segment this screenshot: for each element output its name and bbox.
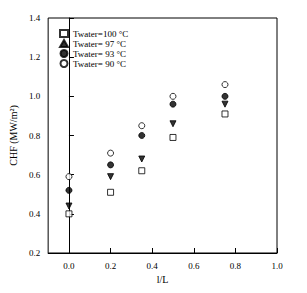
svg-text:CHF (MW/m²): CHF (MW/m²) bbox=[8, 105, 20, 166]
svg-text:Twater=100 °C: Twater=100 °C bbox=[73, 29, 128, 39]
svg-text:0.8: 0.8 bbox=[29, 131, 41, 141]
svg-text:0.6: 0.6 bbox=[29, 170, 41, 180]
svg-text:Twater= 93 °C: Twater= 93 °C bbox=[73, 49, 126, 59]
svg-text:0.0: 0.0 bbox=[63, 261, 75, 271]
svg-text:0.4: 0.4 bbox=[147, 261, 159, 271]
svg-text:0.2: 0.2 bbox=[105, 261, 116, 271]
svg-text:1.0: 1.0 bbox=[271, 261, 283, 271]
svg-text:Twater= 97 °C: Twater= 97 °C bbox=[73, 39, 126, 49]
svg-text:0.2: 0.2 bbox=[29, 248, 40, 258]
svg-text:0.6: 0.6 bbox=[188, 261, 200, 271]
svg-text:1.2: 1.2 bbox=[29, 52, 40, 62]
svg-text:1.0: 1.0 bbox=[29, 91, 41, 101]
svg-text:l/L: l/L bbox=[157, 274, 169, 285]
svg-text:0.8: 0.8 bbox=[230, 261, 242, 271]
svg-text:1.4: 1.4 bbox=[29, 13, 41, 23]
svg-text:0.4: 0.4 bbox=[29, 209, 41, 219]
svg-text:Twater= 90 °C: Twater= 90 °C bbox=[73, 59, 126, 69]
